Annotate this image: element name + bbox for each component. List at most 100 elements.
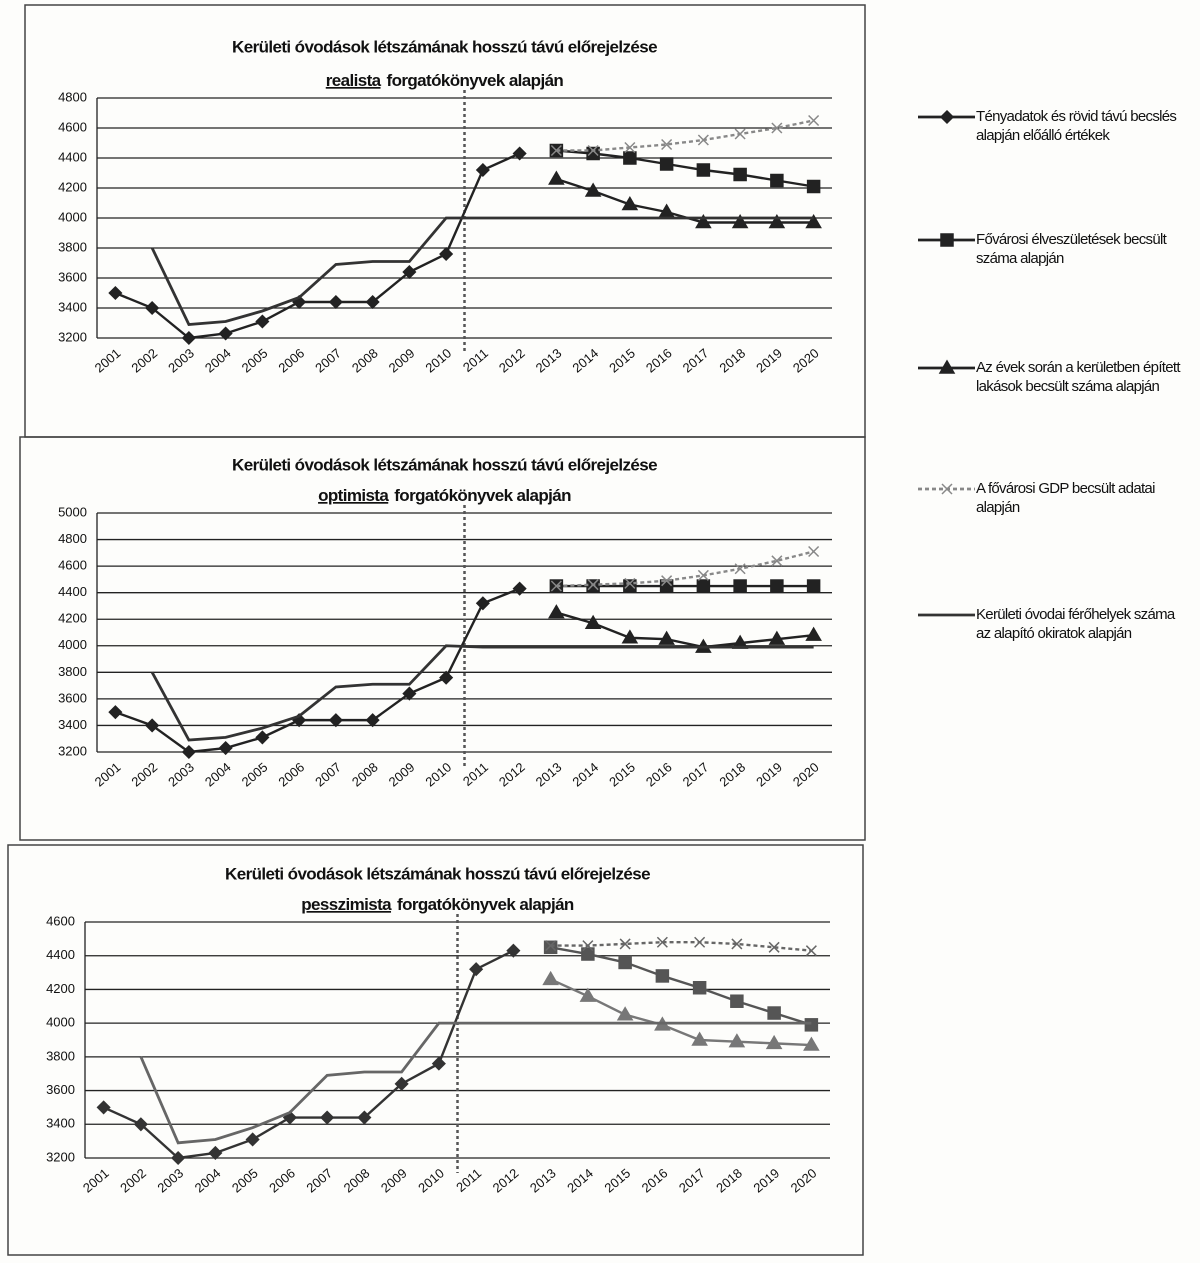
marker-triangle	[728, 1033, 746, 1048]
x-tick-label: 2009	[378, 1165, 410, 1195]
chart-subtitle: realista forgatókönyvek alapján	[326, 71, 564, 90]
y-tick-label: 3200	[58, 743, 87, 758]
marker-triangle	[691, 1031, 708, 1046]
chart-title: Kerületi óvodások létszámának hosszú táv…	[225, 864, 650, 883]
marker-triangle	[765, 1034, 783, 1050]
x-tick-label: 2003	[165, 759, 197, 789]
marker-square	[733, 167, 747, 182]
y-tick-label: 3800	[58, 664, 87, 679]
legend-marker	[939, 109, 955, 125]
marker-triangle	[768, 630, 786, 645]
y-tick-label: 3400	[58, 717, 87, 732]
series-line	[103, 949, 514, 1160]
y-tick-label: 4200	[46, 981, 75, 996]
y-tick-label: 4600	[58, 119, 87, 134]
y-tick-label: 3400	[46, 1116, 75, 1131]
y-tick-label: 3600	[58, 690, 87, 705]
marker-triangle	[658, 630, 675, 645]
x-tick-label: 2005	[229, 1165, 261, 1195]
marker-diamond	[402, 264, 417, 280]
x-tick-label: 2002	[128, 759, 160, 789]
x-tick-label: 2005	[239, 759, 271, 789]
marker-diamond	[208, 1145, 223, 1161]
marker-diamond	[320, 1110, 335, 1125]
marker-square	[696, 579, 711, 593]
marker-x	[808, 545, 820, 558]
marker-diamond	[255, 314, 270, 329]
marker-triangle	[805, 214, 822, 229]
x-tick-label: 2018	[716, 345, 748, 375]
x-tick-label: 2008	[341, 1165, 373, 1195]
x-tick-label: 2018	[713, 1165, 745, 1195]
y-tick-label: 4600	[58, 558, 87, 573]
marker-x	[587, 144, 599, 157]
marker-x	[694, 936, 706, 948]
marker-square	[655, 969, 670, 983]
series-line	[556, 119, 814, 152]
marker-diamond	[439, 670, 454, 685]
marker-triangle	[548, 604, 565, 619]
legend-label: A fővárosi GDP becsült adatai alapján	[976, 480, 1155, 516]
x-tick-label: 2001	[92, 759, 124, 789]
marker-triangle	[584, 182, 602, 197]
marker-diamond	[402, 686, 417, 701]
series-line	[550, 941, 812, 952]
scenario: pesszimista	[301, 895, 392, 914]
series-line	[556, 550, 814, 588]
y-tick-label: 4400	[58, 584, 87, 599]
marker-triangle	[621, 196, 639, 211]
marker-diamond	[439, 246, 454, 262]
marker-square	[804, 1018, 819, 1032]
series-line	[150, 644, 814, 742]
y-tick-label: 4000	[58, 637, 87, 652]
marker-triangle	[768, 214, 786, 229]
marker-diamond	[133, 1117, 148, 1132]
x-tick-label: 2017	[676, 1165, 708, 1195]
x-tick-label: 2012	[490, 1165, 522, 1195]
marker-diamond	[245, 1132, 260, 1147]
chart-title: Kerületi óvodások létszámának hosszú táv…	[232, 37, 657, 56]
x-tick-label: 2014	[564, 1165, 596, 1195]
series-line	[114, 587, 521, 754]
series-line	[150, 216, 814, 326]
legend-marker	[938, 359, 956, 374]
marker-x	[545, 940, 557, 952]
marker-diamond	[506, 943, 521, 958]
marker-x	[619, 938, 631, 950]
marker-square	[770, 579, 784, 593]
y-tick-label: 4600	[46, 913, 75, 928]
marker-diamond	[475, 596, 490, 611]
y-tick-label: 3800	[46, 1048, 75, 1063]
marker-triangle	[803, 1036, 820, 1051]
marker-diamond	[96, 1100, 111, 1115]
series-line	[114, 152, 521, 340]
x-tick-label: 2020	[790, 759, 822, 789]
y-tick-label: 4000	[46, 1015, 75, 1030]
marker-diamond	[171, 1150, 186, 1166]
x-tick-label: 2015	[606, 759, 638, 789]
x-tick-label: 2010	[422, 759, 454, 789]
marker-square	[659, 157, 674, 171]
marker-diamond	[108, 705, 123, 720]
x-tick-label: 2004	[202, 759, 234, 789]
marker-diamond	[469, 962, 484, 977]
x-tick-label: 2016	[643, 759, 675, 789]
marker-triangle	[579, 987, 597, 1002]
x-tick-label: 2007	[312, 759, 344, 789]
y-tick-label: 3800	[58, 239, 87, 254]
x-tick-label: 2010	[422, 345, 454, 375]
marker-square	[581, 947, 595, 961]
x-tick-label: 2002	[117, 1165, 149, 1195]
y-tick-label: 3600	[58, 269, 87, 284]
marker-x	[582, 940, 594, 952]
marker-x	[550, 144, 562, 157]
marker-diamond	[181, 744, 196, 760]
marker-diamond	[181, 330, 196, 346]
x-tick-label: 2004	[202, 345, 234, 375]
marker-diamond	[255, 730, 270, 745]
marker-diamond	[475, 162, 490, 178]
legend-marker	[940, 233, 954, 247]
x-tick-label: 2008	[349, 345, 381, 375]
marker-diamond	[365, 713, 380, 728]
